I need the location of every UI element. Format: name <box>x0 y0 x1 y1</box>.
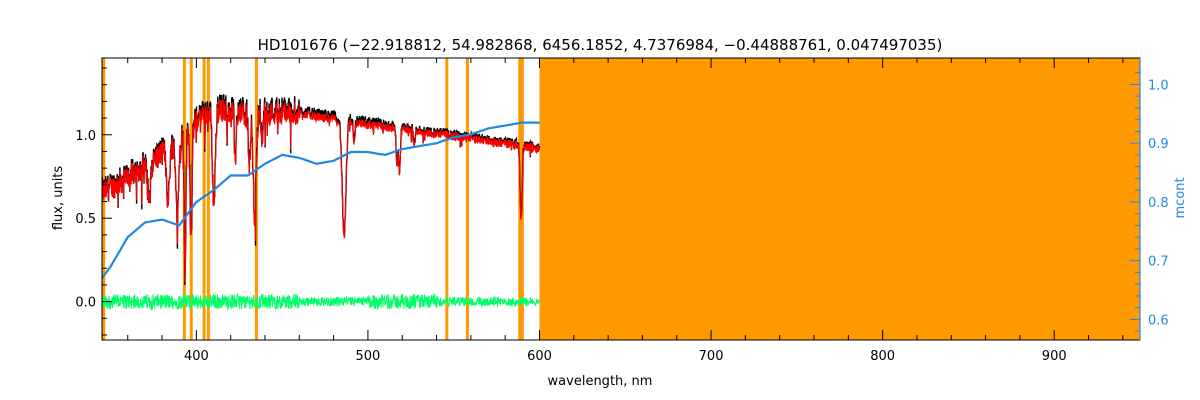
x-tick-label-2: 600 <box>527 349 552 364</box>
y-tick-label-2: 1.0 <box>75 129 96 144</box>
x-axis-title: wavelength, nm <box>548 374 653 389</box>
series-residual <box>102 292 540 311</box>
masked-line-0 <box>102 58 106 340</box>
masked-line-6 <box>445 58 449 340</box>
x-tick-label-4: 800 <box>870 349 895 364</box>
x-tick-label-0: 400 <box>184 349 209 364</box>
chart-title: HD101676 (−22.918812, 54.982868, 6456.18… <box>258 36 943 54</box>
masked-line-5 <box>254 58 258 340</box>
y2-axis-title: mcont <box>1173 177 1188 218</box>
x-tick-label-3: 700 <box>699 349 724 364</box>
masked-region <box>539 58 1140 340</box>
series-mcont <box>102 121 540 279</box>
y2-tick-label-4: 1.0 <box>1148 78 1169 93</box>
x-tick-label-1: 500 <box>356 349 381 364</box>
y-tick-label-1: 0.5 <box>75 212 96 227</box>
plot-area: 400 500 600 700 800 900 0.0 0.5 1.0 0.6 0.7 0.8 0.9 1… <box>75 57 1169 364</box>
y-tick-label-0: 0.0 <box>75 296 96 311</box>
x-tick-label-5: 900 <box>1042 349 1067 364</box>
y2-tick-label-2: 0.8 <box>1148 196 1169 211</box>
y2-tick-label-3: 0.9 <box>1148 137 1169 152</box>
masked-line-2 <box>189 58 193 340</box>
y-axis-title: flux, units <box>51 166 66 231</box>
y2-tick-label-0: 0.6 <box>1148 313 1169 328</box>
masked-line-4 <box>206 58 210 340</box>
masked-line-7 <box>465 58 469 340</box>
y2-tick-label-1: 0.7 <box>1148 255 1169 270</box>
masked-line-3 <box>202 58 206 340</box>
